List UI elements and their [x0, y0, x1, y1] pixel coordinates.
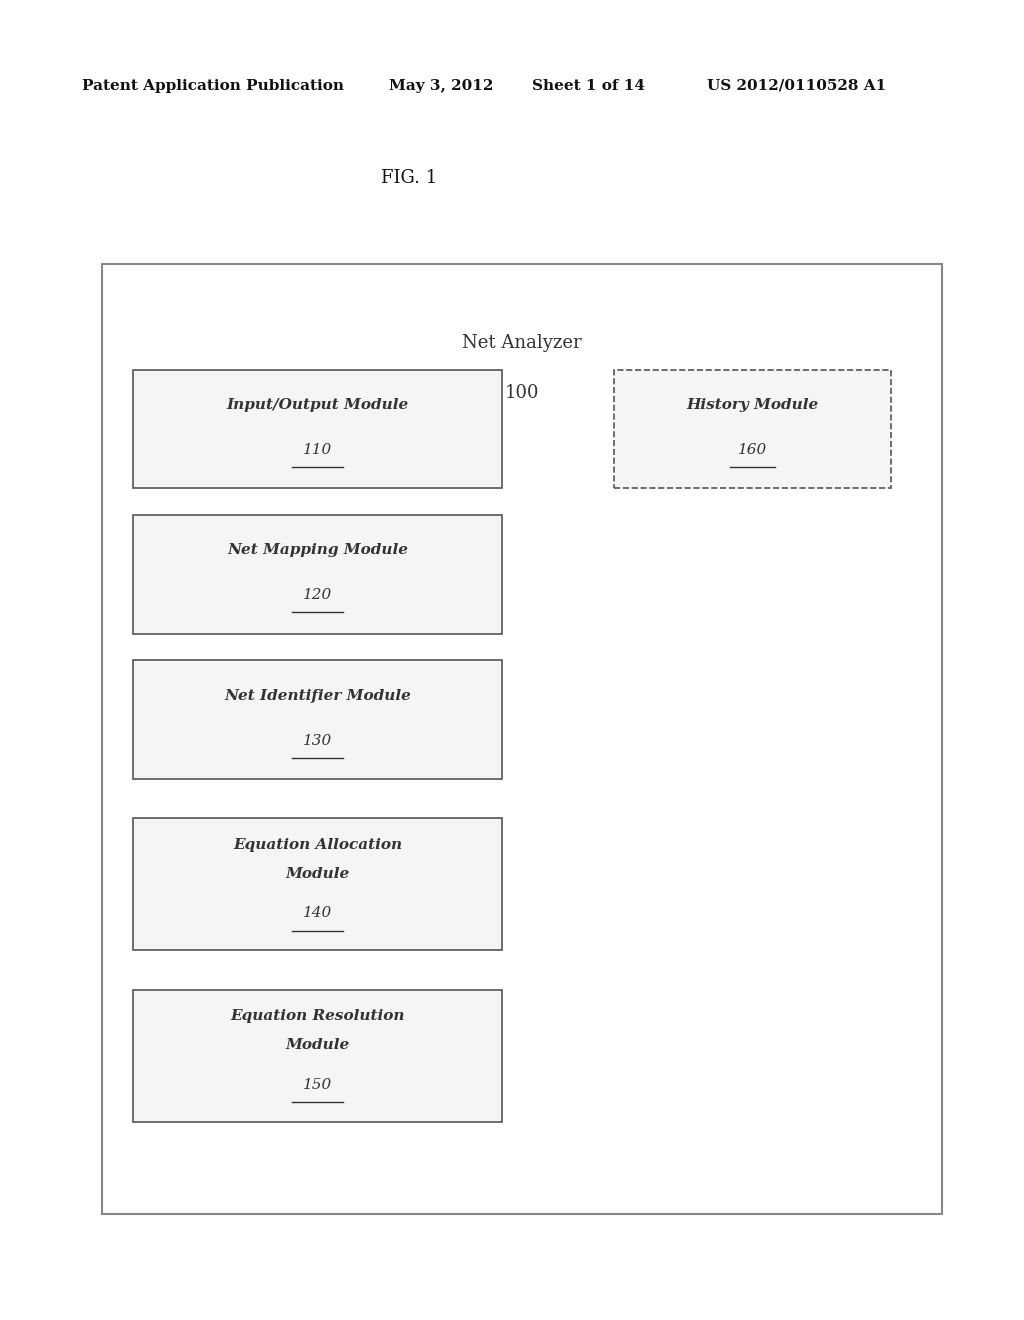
- Text: 120: 120: [303, 589, 332, 602]
- Text: FIG. 1: FIG. 1: [382, 169, 437, 187]
- Text: History Module: History Module: [686, 399, 819, 412]
- Bar: [102, 264, 942, 1214]
- Text: May 3, 2012: May 3, 2012: [389, 79, 494, 92]
- Text: 150: 150: [303, 1078, 332, 1092]
- Bar: [133, 370, 502, 488]
- Text: US 2012/0110528 A1: US 2012/0110528 A1: [707, 79, 886, 92]
- Text: 110: 110: [303, 444, 332, 457]
- Text: Patent Application Publication: Patent Application Publication: [82, 79, 344, 92]
- Bar: [614, 370, 891, 488]
- Text: 130: 130: [303, 734, 332, 747]
- Bar: [133, 515, 502, 634]
- Text: Net Mapping Module: Net Mapping Module: [227, 544, 408, 557]
- Text: Net Identifier Module: Net Identifier Module: [224, 689, 411, 702]
- Text: Equation Resolution: Equation Resolution: [230, 1010, 404, 1023]
- Text: Module: Module: [286, 867, 349, 880]
- Text: Sheet 1 of 14: Sheet 1 of 14: [532, 79, 645, 92]
- Text: Input/Output Module: Input/Output Module: [226, 399, 409, 412]
- Text: Module: Module: [286, 1039, 349, 1052]
- Text: 140: 140: [303, 907, 332, 920]
- Text: 160: 160: [738, 444, 767, 457]
- Bar: [133, 818, 502, 950]
- Bar: [133, 660, 502, 779]
- Text: Equation Allocation: Equation Allocation: [232, 838, 402, 851]
- Bar: [133, 990, 502, 1122]
- Text: 100: 100: [505, 384, 540, 403]
- Text: Net Analyzer: Net Analyzer: [463, 334, 582, 352]
